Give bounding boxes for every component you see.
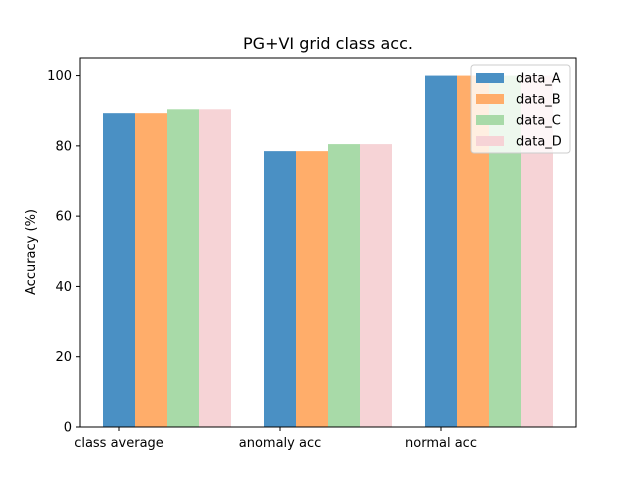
legend-label-data_A: data_A — [516, 72, 561, 87]
bar-data_C-0 — [167, 109, 199, 428]
legend-label-data_B: data_B — [516, 93, 561, 108]
plot-frame — [79, 57, 577, 428]
y-tick-label: 60 — [55, 210, 72, 225]
bar-data_D-0 — [199, 109, 231, 428]
legend: data_A data_B data_C data_D — [470, 64, 571, 154]
legend-label-data_D: data_D — [516, 135, 562, 150]
x-tick-label: class average — [74, 436, 164, 451]
bar-data_A-0 — [103, 113, 135, 427]
legend-swatch-data_D — [476, 136, 504, 146]
x-ticks: class average anomaly acc normal acc — [74, 427, 477, 451]
y-axis-label: Accuracy (%) — [24, 209, 39, 295]
bar-data_D-1 — [360, 144, 392, 427]
chart-title: PG+VI grid class acc. — [243, 34, 413, 53]
y-ticks: 0 20 40 60 80 100 — [47, 69, 80, 436]
legend-swatch-data_B — [476, 94, 504, 104]
legend-swatch-data_C — [476, 115, 504, 125]
bar-data_B-1 — [296, 151, 328, 427]
bar-data_B-0 — [135, 113, 167, 427]
legend-box — [470, 64, 571, 154]
bar-data_A-1 — [264, 151, 296, 427]
x-tick-label: normal acc — [405, 436, 477, 451]
y-tick-label: 0 — [64, 421, 72, 436]
y-tick-label: 100 — [47, 69, 72, 84]
legend-swatch-data_A — [476, 73, 504, 83]
bar-data_A-2 — [425, 75, 457, 428]
bar-data_C-1 — [328, 144, 360, 427]
y-tick-label: 80 — [55, 139, 72, 154]
x-tick-label: anomaly acc — [239, 436, 322, 451]
y-tick-label: 40 — [55, 280, 72, 295]
bars-group — [103, 75, 553, 428]
legend-label-data_C: data_C — [516, 114, 561, 129]
y-tick-label: 20 — [55, 350, 72, 365]
